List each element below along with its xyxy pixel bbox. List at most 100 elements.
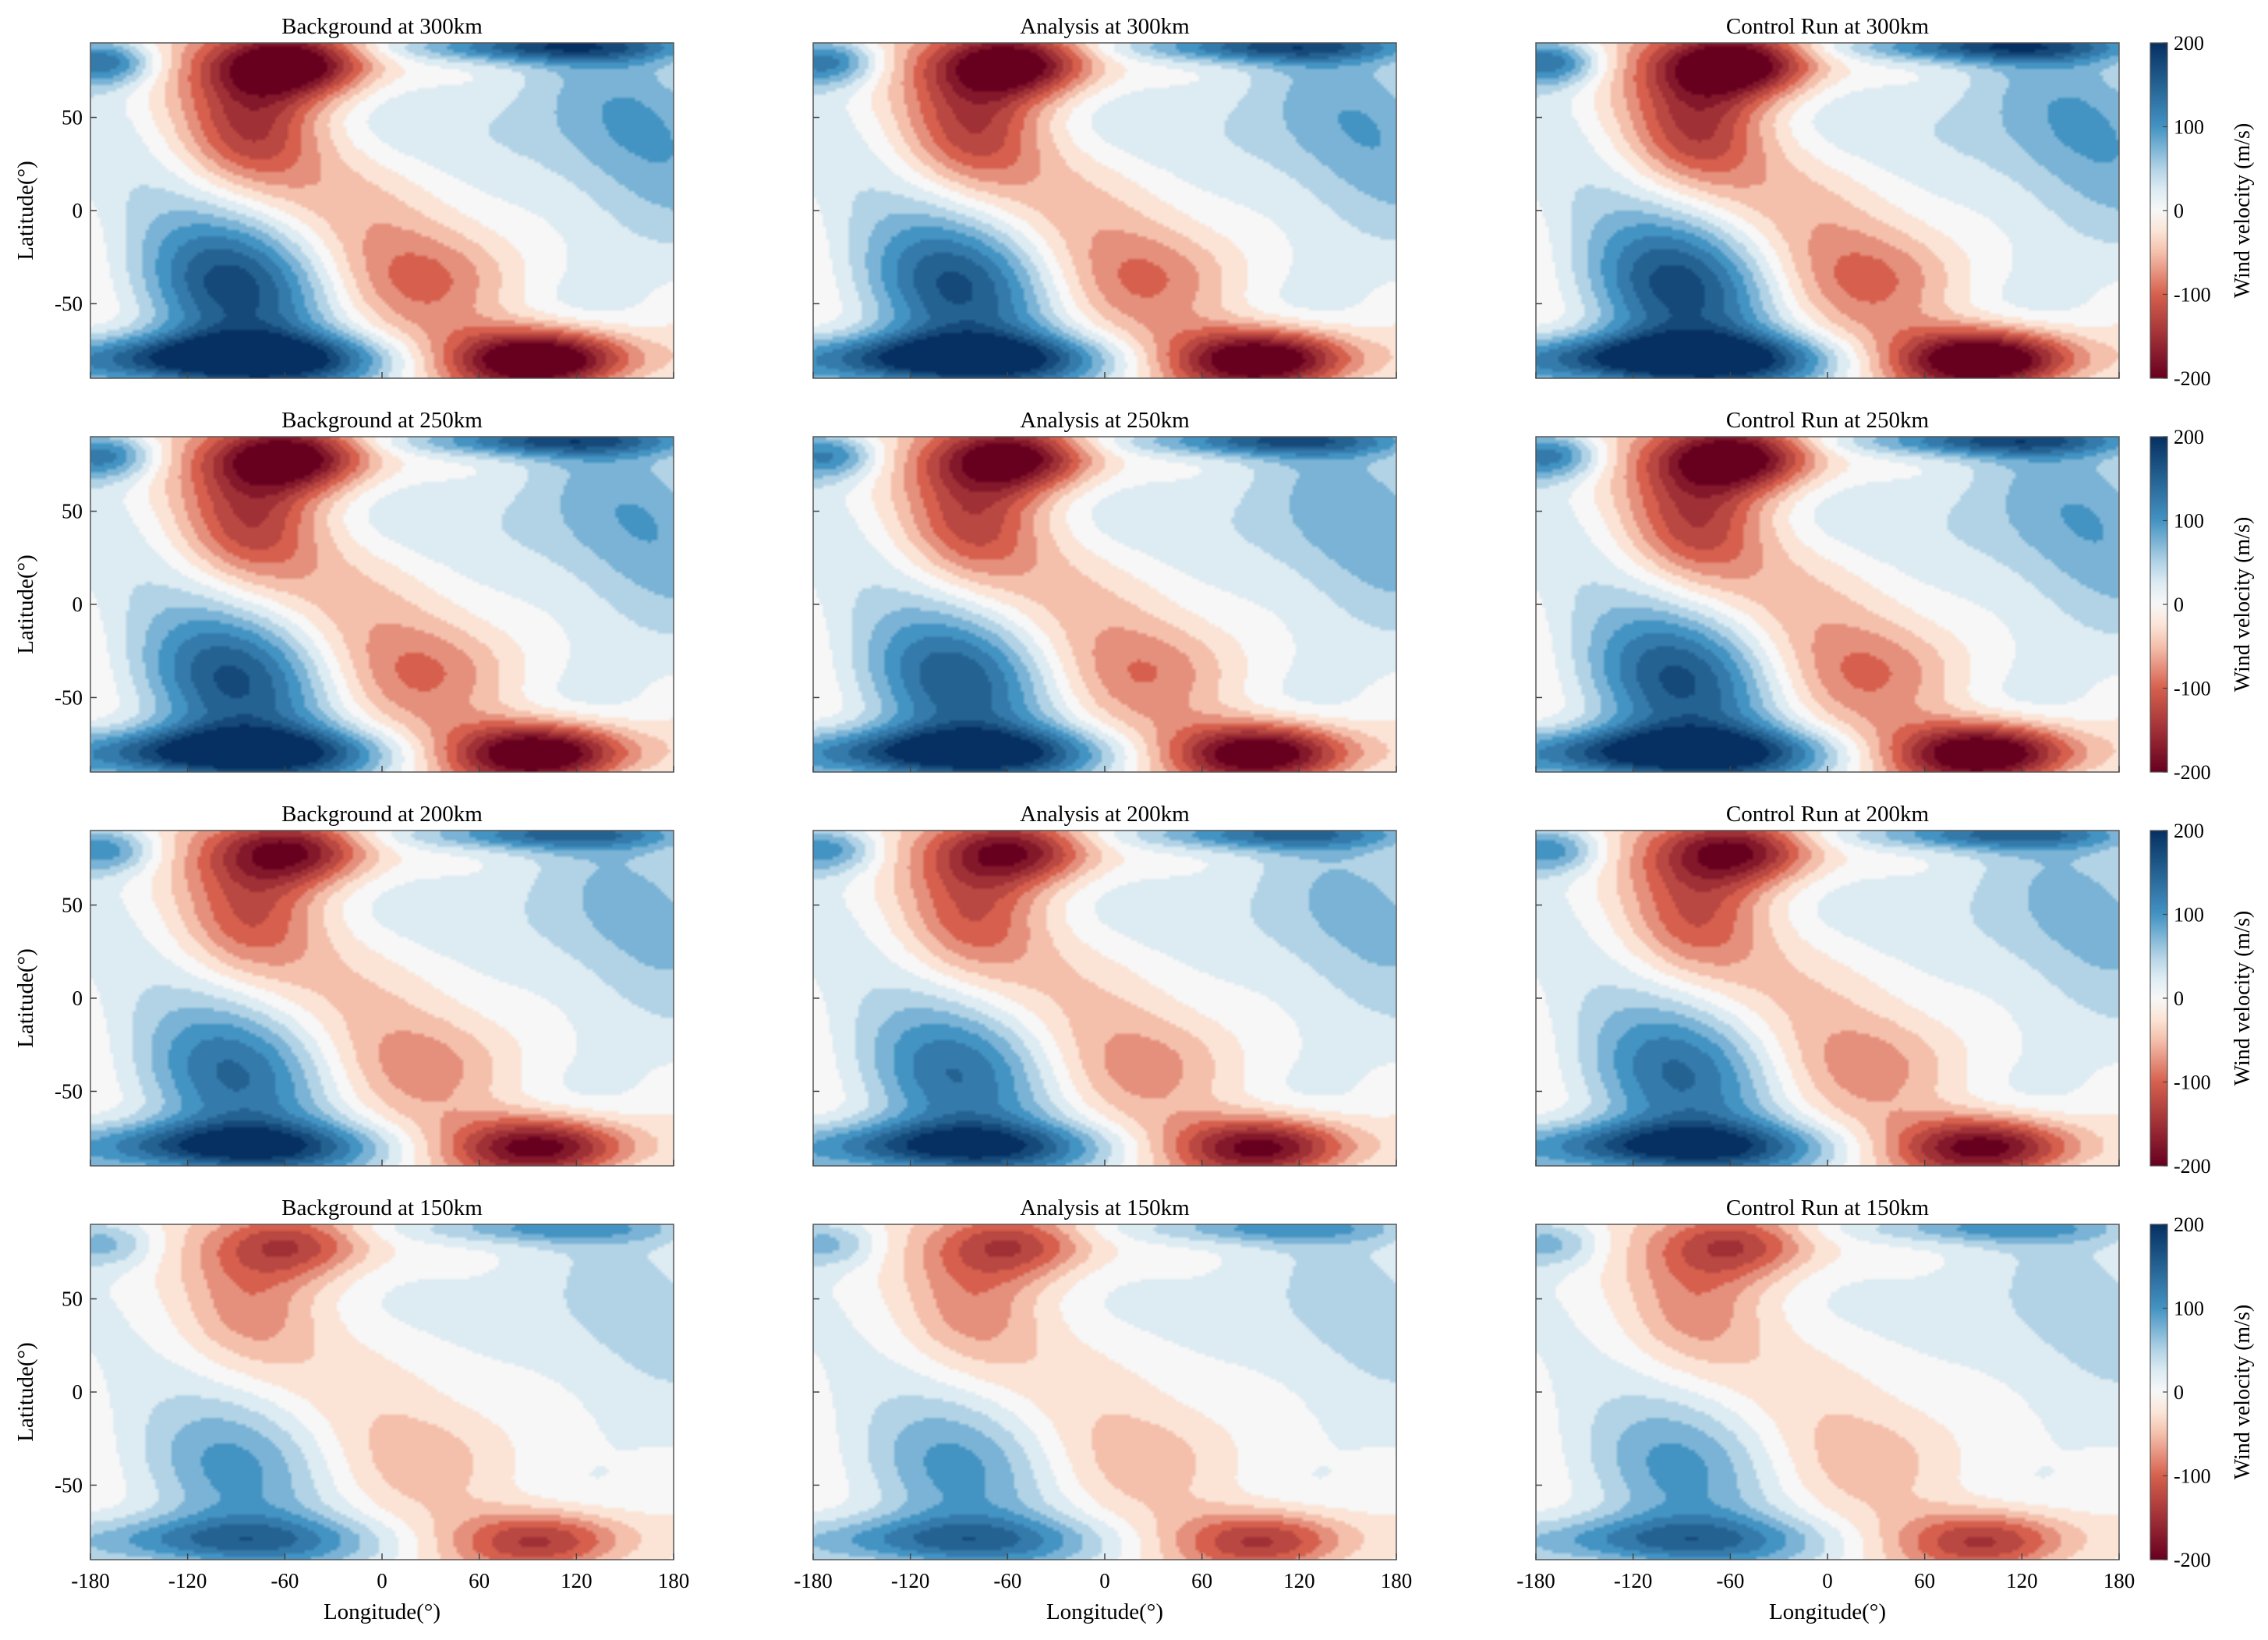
panel-title: Control Run at 300km — [1726, 14, 1930, 39]
panel-2-3: Control Run at 250km — [1535, 408, 2120, 773]
y-tick-label: 0 — [73, 199, 83, 222]
panel-title: Analysis at 300km — [1020, 14, 1190, 39]
x-tick-label: -180 — [71, 1569, 110, 1592]
panel-title: Control Run at 150km — [1726, 1195, 1930, 1220]
panel-title: Background at 200km — [281, 802, 483, 827]
colorbar-tick-label: -200 — [2174, 1155, 2211, 1178]
contour-field — [813, 1224, 1396, 1560]
panel-1-3: Control Run at 300km — [1535, 14, 2120, 379]
colorbar: 200 100 0 -100 -200 Wind velocity (m/s) — [2149, 820, 2255, 1178]
colorbar-tick-label: 0 — [2174, 1381, 2184, 1404]
colorbar-tick-label: 200 — [2174, 820, 2204, 842]
y-axis-label: Latitude(°) — [13, 1342, 38, 1442]
y-tick-label: 50 — [62, 1288, 83, 1311]
x-tick-label: 60 — [469, 1569, 490, 1592]
colorbar: 200 100 0 -100 -200 Wind velocity (m/s) — [2149, 1213, 2255, 1571]
panel-title: Analysis at 200km — [1020, 802, 1190, 827]
x-tick-label: -180 — [1516, 1569, 1555, 1592]
panel-3-1: Background at 200km 50 0 -50 Latitude(°) — [13, 802, 674, 1167]
y-tick-label: 0 — [73, 593, 83, 616]
colorbar-label: Wind velocity (m/s) — [2231, 1305, 2255, 1479]
panel-3-3: Control Run at 200km — [1535, 802, 2120, 1167]
contour-field — [813, 43, 1396, 378]
colorbar-label: Wind velocity (m/s) — [2231, 123, 2255, 298]
x-tick-label: -60 — [993, 1569, 1021, 1592]
colorbar-tick-label: 0 — [2174, 987, 2184, 1010]
y-tick-label: -50 — [55, 685, 83, 709]
panel-1-1: Background at 300km 50 0 -50 Latitude(°) — [13, 14, 674, 379]
x-tick-label: -60 — [1716, 1569, 1744, 1592]
contour-field — [1536, 43, 2119, 378]
panel-4-1: Background at 150km 50 0 -50 -180 -120 -60 0 60 1… — [13, 1195, 689, 1624]
colorbar-tick-label: 0 — [2174, 200, 2184, 222]
colorbar-tick-label: -100 — [2174, 678, 2211, 700]
colorbar-tick-label: 100 — [2174, 510, 2204, 533]
contour-field — [1536, 831, 2119, 1166]
contour-field — [813, 437, 1396, 772]
y-tick-label: 50 — [62, 106, 83, 129]
colorbar: 200 100 0 -100 -200 Wind velocity (m/s) — [2149, 426, 2255, 784]
colorbar-tick-label: 200 — [2174, 32, 2204, 55]
colorbar-tick-label: 100 — [2174, 116, 2204, 139]
x-tick-label: 0 — [1099, 1569, 1110, 1592]
panel-4-3: Control Run at 150km -180 -120 -60 0 60 120 180… — [1516, 1195, 2135, 1624]
y-tick-label: -50 — [55, 292, 83, 315]
x-tick-label: -120 — [168, 1569, 207, 1592]
panel-2-2: Analysis at 250km — [812, 408, 1397, 773]
panel-title: Background at 250km — [281, 408, 483, 433]
contour-field — [90, 437, 674, 772]
x-tick-label: -120 — [891, 1569, 930, 1592]
x-tick-label: 0 — [377, 1569, 387, 1592]
colorbar-tick-label: 100 — [2174, 1298, 2204, 1320]
y-tick-label: 50 — [62, 894, 83, 917]
colorbar-label: Wind velocity (m/s) — [2231, 517, 2255, 692]
x-tick-label: 120 — [1283, 1569, 1315, 1592]
y-axis-label: Latitude(°) — [13, 161, 38, 260]
contour-field — [1536, 1224, 2119, 1560]
panel-2-1: Background at 250km 50 0 -50 Latitude(°) — [13, 408, 674, 773]
y-axis-label: Latitude(°) — [13, 554, 38, 654]
colorbar-tick-label: -100 — [2174, 1071, 2211, 1094]
colorbar-tick-label: 200 — [2174, 1213, 2204, 1236]
contour-field — [90, 1224, 674, 1560]
colorbar-tick-label: -200 — [2174, 761, 2211, 784]
panel-1-2: Analysis at 300km — [812, 14, 1397, 379]
x-tick-label: 120 — [2006, 1569, 2038, 1592]
y-tick-label: -50 — [55, 1473, 83, 1497]
x-tick-label: -180 — [794, 1569, 833, 1592]
colorbar-tick-label: -100 — [2174, 284, 2211, 306]
x-tick-label: 0 — [1822, 1569, 1833, 1592]
colorbar-tick-label: -200 — [2174, 367, 2211, 390]
x-axis-label: Longitude(°) — [1769, 1599, 1886, 1624]
panel-4-2: Analysis at 150km -180 -120 -60 0 60 120 180 Lon… — [794, 1195, 1412, 1624]
colorbar-tick-label: 200 — [2174, 426, 2204, 448]
panel-title: Analysis at 250km — [1020, 408, 1190, 433]
colorbar-tick-label: -100 — [2174, 1465, 2211, 1488]
y-axis-label: Latitude(°) — [13, 948, 38, 1048]
x-tick-label: -60 — [271, 1569, 299, 1592]
colorbar-tick-label: 100 — [2174, 904, 2204, 926]
y-tick-label: 50 — [62, 500, 83, 523]
panel-3-2: Analysis at 200km — [812, 802, 1397, 1167]
panel-title: Background at 150km — [281, 1195, 483, 1220]
x-tick-label: 180 — [2103, 1569, 2135, 1592]
contour-field — [813, 831, 1396, 1166]
x-tick-label: 180 — [1381, 1569, 1413, 1592]
y-tick-label: 0 — [73, 1380, 83, 1404]
x-tick-label: 180 — [658, 1569, 690, 1592]
panel-title: Control Run at 250km — [1726, 408, 1930, 433]
x-tick-label: 60 — [1914, 1569, 1935, 1592]
contour-field — [90, 43, 674, 378]
colorbar-tick-label: -200 — [2174, 1549, 2211, 1571]
x-axis-label: Longitude(°) — [1046, 1599, 1163, 1624]
x-tick-label: -120 — [1614, 1569, 1653, 1592]
contour-field — [90, 831, 674, 1166]
panel-title: Control Run at 200km — [1726, 802, 1930, 827]
y-tick-label: -50 — [55, 1079, 83, 1103]
colorbar: 200 100 0 -100 -200 Wind velocity (m/s) — [2149, 32, 2255, 390]
x-tick-label: 60 — [1191, 1569, 1212, 1592]
panel-title: Analysis at 150km — [1020, 1195, 1190, 1220]
y-tick-label: 0 — [73, 986, 83, 1010]
panel-title: Background at 300km — [281, 14, 483, 39]
